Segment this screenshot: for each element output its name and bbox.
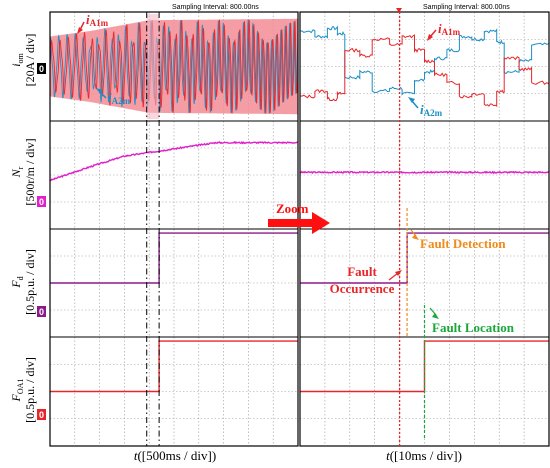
svg-text:FOA1: FOA1: [9, 379, 25, 403]
trigger-marker: [396, 8, 402, 13]
svg-text:[20A / div]: [20A / div]: [23, 34, 37, 87]
svg-text:iA2m: iA2m: [108, 90, 131, 106]
marker-ch2: 0: [37, 196, 46, 207]
annotation-fault-location: Fault Location: [429, 307, 515, 335]
svg-text:0: 0: [39, 197, 44, 207]
trace-layer: [49, 14, 550, 393]
svg-text:[500r/m / div]: [500r/m / div]: [23, 138, 37, 205]
ia1-right-trace: [299, 34, 550, 107]
marker-ch4: 0: [37, 409, 46, 420]
zoom-arrow: Zoom: [268, 201, 330, 234]
svg-text:Occurrence: Occurrence: [330, 281, 395, 296]
svg-text:[0.5p.u. / div]: [0.5p.u. / div]: [23, 357, 37, 423]
sampling-interval-left: Sampling Interval: 800.00ns: [172, 4, 259, 11]
svg-text:0: 0: [39, 307, 44, 317]
svg-text:Fd: Fd: [9, 276, 25, 288]
ia-left-transition: [146, 14, 160, 119]
ia2-right-trace: [299, 25, 550, 96]
marker-ch3: 0: [37, 306, 46, 317]
svg-text:0: 0: [39, 410, 44, 420]
ylabel-current: iom [20A / div]: [9, 34, 37, 87]
svg-text:iA1m: iA1m: [438, 21, 461, 37]
annotation-fault-detection: Fault Detection: [410, 229, 506, 251]
sampling-interval-right: Sampling Interval: 800.00ns: [423, 4, 510, 11]
label-ia2-left: iA2m: [96, 88, 131, 106]
speed-left-trace: [49, 140, 299, 182]
svg-text:iom: iom: [9, 52, 25, 66]
frame-layer: [49, 11, 550, 447]
label-ia2-right: iA2m: [408, 97, 443, 118]
ylabel-speed: Nr [500r/m / div]: [9, 138, 37, 205]
ylabel-foa: FOA1 [0.5p.u. / div]: [9, 357, 37, 423]
svg-text:Fault Location: Fault Location: [432, 320, 515, 335]
annotation-fault-occurrence: Fault Occurrence: [330, 264, 402, 296]
ylabel-fd: Fd [0.5p.u. / div]: [9, 249, 37, 315]
svg-text:0: 0: [39, 64, 44, 74]
ia1-left-trace: [49, 19, 299, 114]
svg-text:Nr: Nr: [9, 166, 25, 178]
label-ia1-left: iA1m: [77, 12, 109, 34]
marker-ch1: 0: [37, 63, 46, 74]
svg-text:iA1m: iA1m: [86, 12, 109, 28]
svg-text:Fault: Fault: [347, 264, 377, 279]
svg-text:iA2m: iA2m: [420, 102, 443, 118]
xlabel-left: t([500ms / div]): [134, 448, 216, 463]
svg-text:[0.5p.u. / div]: [0.5p.u. / div]: [23, 249, 37, 315]
xlabel-right: t([10ms / div]): [386, 448, 462, 463]
speed-right-trace: [299, 170, 550, 175]
grid-layer: [50, 12, 549, 446]
label-ia1-right: iA1m: [427, 21, 461, 41]
svg-text:Zoom: Zoom: [276, 201, 309, 216]
svg-text:Fault Detection: Fault Detection: [420, 236, 506, 251]
